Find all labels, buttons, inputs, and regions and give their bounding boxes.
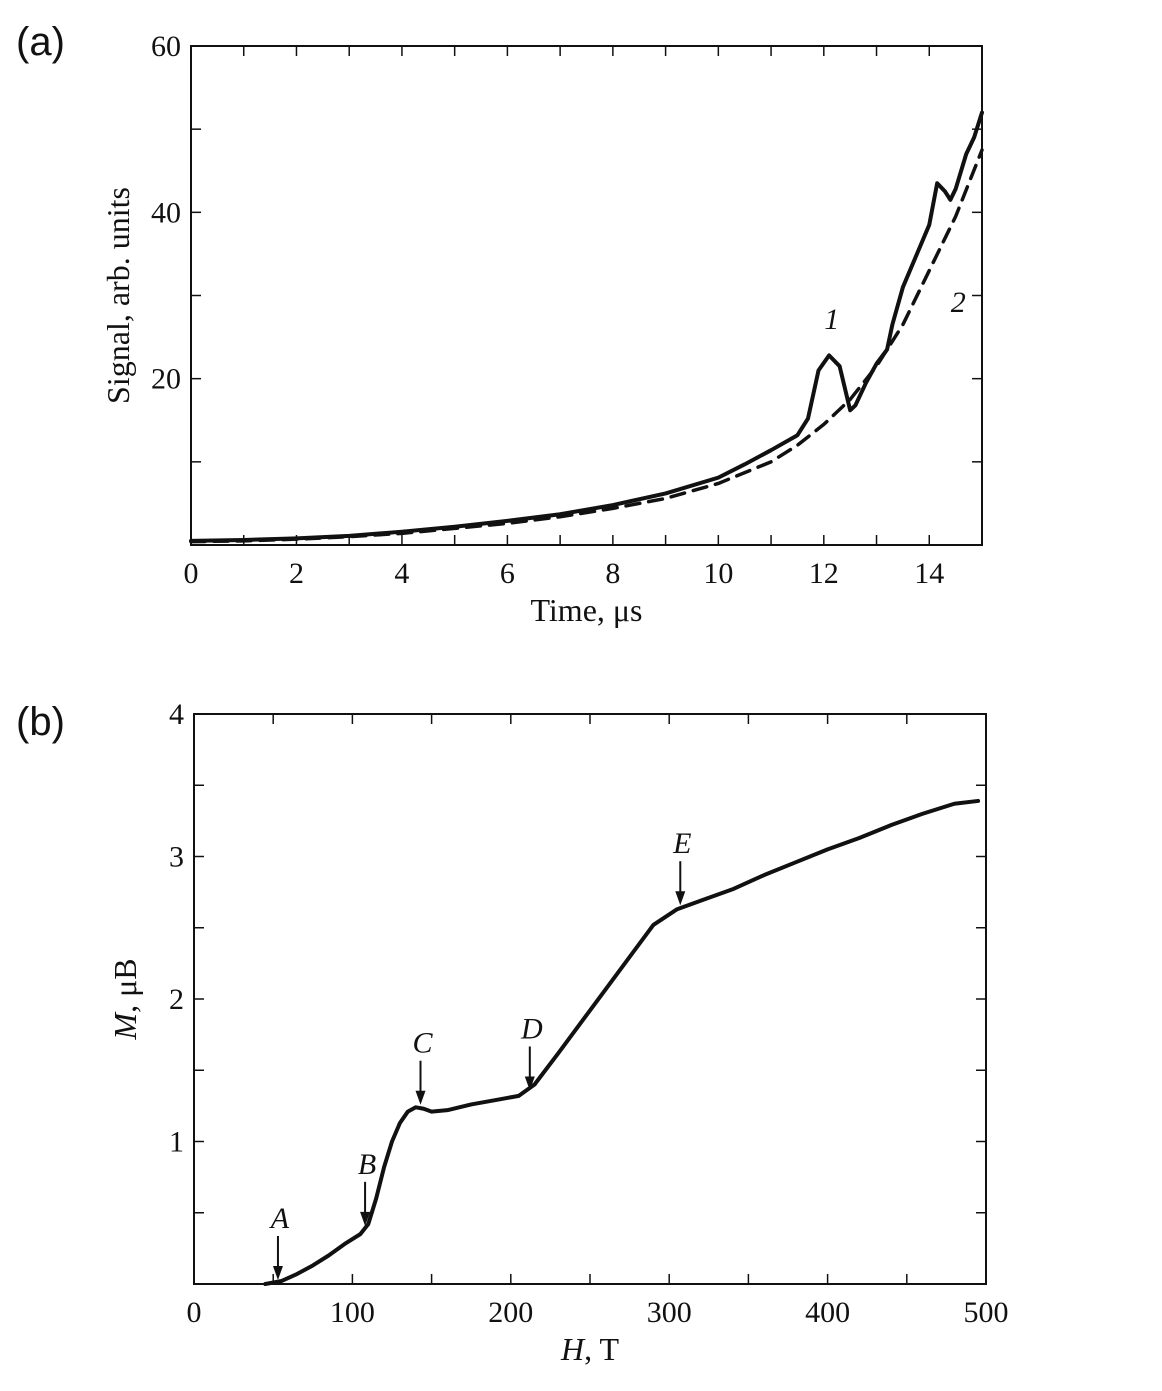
x-axis-title-unit: , T xyxy=(584,1331,619,1367)
x-tick-label: 10 xyxy=(703,557,733,590)
x-axis-title-symbol: H xyxy=(560,1331,586,1367)
plot-frame xyxy=(193,713,987,1285)
annotation-label: B xyxy=(358,1148,376,1181)
x-tick-label: 300 xyxy=(647,1296,692,1329)
x-tick-label: 500 xyxy=(964,1296,1009,1329)
annotation-label: A xyxy=(269,1202,290,1235)
y-axis-title: Signal, arb. units xyxy=(100,187,136,404)
y-tick-label: 2 xyxy=(169,983,184,1016)
y-axis-title-unit: , μB xyxy=(107,958,143,1013)
y-tick-label: 60 xyxy=(151,30,181,63)
x-axis-title: H, T xyxy=(560,1331,620,1367)
x-tick-label: 4 xyxy=(394,557,409,590)
y-axis-title-symbol: M xyxy=(107,1011,143,1041)
annotation-arrow-head xyxy=(272,1266,283,1280)
x-tick-label: 400 xyxy=(805,1296,850,1329)
x-tick-label: 0 xyxy=(187,1296,202,1329)
x-tick-label: 100 xyxy=(330,1296,375,1329)
series-line-2 xyxy=(189,148,984,544)
panel-label-b: (b) xyxy=(16,700,65,744)
x-tick-label: 0 xyxy=(184,557,199,590)
annotation-arrow-head xyxy=(360,1211,371,1226)
plot-frame xyxy=(190,45,983,546)
annotation-arrow-head xyxy=(415,1090,426,1105)
x-tick-label: 8 xyxy=(605,557,620,590)
x-tick-label: 2 xyxy=(289,557,304,590)
y-tick-label: 40 xyxy=(151,196,181,229)
panel-label-a: (a) xyxy=(16,20,65,64)
chart-b: 0 100 200 300 400 500 1 2 3 4 H, T M, μB A B C D E xyxy=(107,698,1009,1367)
annotation-arrow-head xyxy=(675,891,686,906)
y-tick-label: 1 xyxy=(169,1126,184,1159)
x-tick-label: 200 xyxy=(488,1296,533,1329)
x-tick-label: 12 xyxy=(809,557,839,590)
series-line-1 xyxy=(263,798,981,1286)
x-tick-label: 14 xyxy=(914,557,944,590)
y-tick-label: 4 xyxy=(169,698,184,731)
curve-label: 1 xyxy=(824,303,839,336)
annotation-arrow-head xyxy=(524,1076,535,1091)
x-axis-title: Time, μs xyxy=(530,592,642,628)
annotation-label: D xyxy=(520,1012,543,1045)
y-tick-label: 3 xyxy=(169,841,184,874)
y-axis-title: M, μB xyxy=(107,958,143,1040)
y-tick-label: 20 xyxy=(151,363,181,396)
annotation-label: C xyxy=(413,1027,434,1060)
series-line-1 xyxy=(189,110,984,543)
x-tick-label: 6 xyxy=(500,557,515,590)
curve-label: 2 xyxy=(951,286,966,319)
annotation-label: E xyxy=(672,827,691,860)
